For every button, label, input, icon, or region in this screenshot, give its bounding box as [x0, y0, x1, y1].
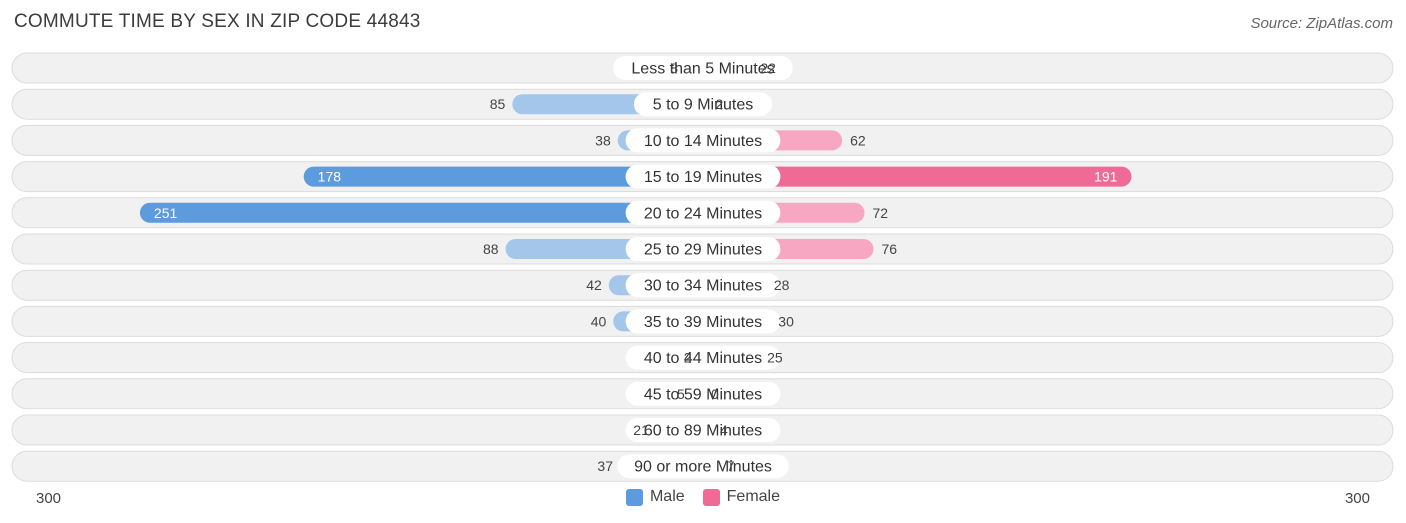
- category-label-bg: [625, 200, 781, 225]
- male-swatch: [625, 488, 643, 506]
- female-value-label: 7: [727, 458, 735, 474]
- male-bar: [303, 166, 713, 187]
- male-bar: [139, 202, 713, 223]
- category-label: 40 to 44 Minutes: [644, 350, 762, 367]
- female-value-label: 25: [767, 350, 783, 366]
- category-label-bg: [625, 381, 781, 406]
- category-label-bg: [633, 92, 773, 117]
- male-value-label: 85: [490, 96, 506, 112]
- category-label-bg: [625, 237, 781, 261]
- male-value-label: 8: [670, 60, 678, 76]
- female-value-label: 2: [715, 96, 723, 112]
- axis-left-label: 300: [36, 490, 62, 507]
- category-label-bg: [625, 128, 781, 153]
- male-value-label: 2: [684, 350, 692, 366]
- female-value-label: 191: [1094, 169, 1118, 185]
- category-label-bg: [625, 164, 781, 189]
- category-label-bg: [617, 454, 789, 479]
- category-label: 5 to 9 Minutes: [653, 97, 754, 114]
- female-value-label: 22: [760, 60, 776, 76]
- category-label-bg: [613, 56, 793, 80]
- category-label-bg: [625, 418, 781, 442]
- female-value-label: 62: [850, 132, 866, 148]
- axis-right-label: 300: [1344, 490, 1370, 507]
- category-label: 25 to 29 Minutes: [644, 242, 762, 259]
- category-label: 60 to 89 Minutes: [644, 423, 762, 440]
- category-label: 15 to 19 Minutes: [644, 169, 762, 186]
- female-swatch: [702, 488, 720, 506]
- male-value-label: 88: [483, 241, 499, 257]
- chart-title: COMMUTE TIME BY SEX IN ZIP CODE 44843: [14, 11, 421, 32]
- source-note: Source: ZipAtlas.com: [1250, 15, 1393, 32]
- male-value-label: 38: [595, 132, 611, 148]
- female-value-label: 76: [881, 241, 897, 257]
- category-label-bg: [625, 309, 781, 334]
- category-label: 90 or more Minutes: [634, 459, 772, 476]
- category-label-bg: [625, 273, 781, 298]
- female-bar: [693, 166, 1132, 187]
- legend-item-male: Male: [625, 488, 685, 506]
- male-value-label: 5: [677, 386, 685, 402]
- male-value-label: 37: [597, 458, 613, 474]
- male-value-label: 40: [591, 313, 607, 329]
- category-label: 30 to 34 Minutes: [644, 278, 762, 295]
- category-label: 35 to 39 Minutes: [644, 314, 762, 331]
- female-value-label: 28: [774, 277, 790, 293]
- category-label-bg: [625, 345, 781, 370]
- male-value-label: 42: [586, 277, 602, 293]
- male-value-label: 21: [633, 422, 649, 438]
- legend-item-female: Female: [702, 488, 781, 506]
- female-value-label: 4: [720, 422, 728, 438]
- category-label: 45 to 59 Minutes: [644, 386, 762, 403]
- female-value-label: 72: [873, 205, 889, 221]
- male-value-label: 178: [318, 169, 342, 185]
- male-value-label: 251: [154, 205, 178, 221]
- category-label: 10 to 14 Minutes: [644, 133, 762, 150]
- legend: Male Female: [0, 488, 1406, 506]
- category-label: Less than 5 Minutes: [631, 61, 774, 78]
- category-label: 20 to 24 Minutes: [644, 205, 762, 222]
- female-value-label: 0: [711, 386, 719, 402]
- legend-female-label: Female: [726, 488, 781, 505]
- female-value-label: 30: [778, 313, 794, 329]
- legend-male-label: Male: [649, 488, 685, 505]
